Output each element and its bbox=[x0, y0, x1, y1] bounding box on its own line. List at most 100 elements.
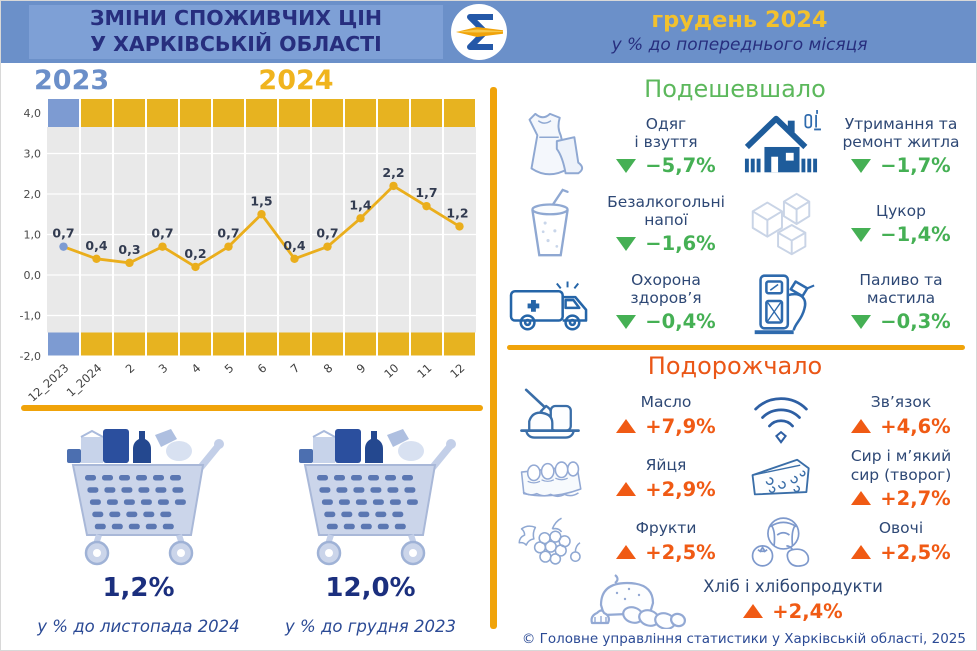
svg-text:0,4: 0,4 bbox=[283, 238, 305, 253]
price-down-triangle-icon bbox=[616, 158, 637, 173]
page-title-line1: ЗМІНИ СПОЖИВЧИХ ЦІН bbox=[89, 6, 382, 31]
svg-text:9: 9 bbox=[354, 361, 369, 376]
svg-text:1,0: 1,0 bbox=[24, 229, 42, 242]
item-value: +4,6% bbox=[851, 414, 951, 438]
price-item: Фрукти +2,5% bbox=[601, 510, 731, 573]
sugar-icon bbox=[731, 185, 831, 263]
cheaper-section-title: Подешевшало bbox=[644, 75, 826, 103]
svg-text:8: 8 bbox=[321, 361, 336, 376]
item-percent: +4,6% bbox=[880, 414, 951, 438]
price-up-triangle-icon bbox=[851, 545, 872, 560]
healthcare-icon bbox=[499, 263, 601, 341]
mom-value: 1,2% bbox=[102, 573, 175, 603]
svg-text:3,0: 3,0 bbox=[24, 148, 42, 161]
price-item: Зв’язок +4,6% bbox=[831, 384, 971, 447]
svg-text:0,7: 0,7 bbox=[316, 226, 338, 241]
price-item: Цукор −1,4% bbox=[831, 185, 971, 263]
grocery-cart-icon bbox=[31, 419, 246, 569]
item-name: Хліб і хлібопродукти bbox=[703, 577, 883, 597]
price-down-triangle-icon bbox=[851, 314, 872, 329]
item-percent: −0,3% bbox=[880, 310, 951, 334]
bread-icon bbox=[587, 571, 687, 629]
item-value: −5,7% bbox=[616, 154, 716, 178]
item-value: +2,7% bbox=[851, 486, 951, 510]
item-percent: −1,4% bbox=[880, 223, 951, 247]
item-percent: +2,9% bbox=[645, 477, 716, 501]
cheaper-items-grid: Одяг і взуття −5,7% Утримання та ремонт житл… bbox=[499, 107, 971, 341]
clothing-icon bbox=[499, 107, 601, 185]
svg-text:11: 11 bbox=[414, 361, 434, 381]
item-value: +2,5% bbox=[616, 540, 716, 564]
item-name: Безалкогольні напої bbox=[607, 192, 725, 229]
price-up-triangle-icon bbox=[616, 419, 637, 434]
yoy-summary-block: 12,0% у % до грудня 2023 bbox=[263, 419, 478, 636]
item-name: Охорона здоров’я bbox=[630, 270, 702, 307]
butter-icon bbox=[499, 384, 601, 447]
page-title-line2: У ХАРКІВСЬКІЙ ОБЛАСТІ bbox=[90, 32, 382, 56]
price-up-triangle-icon bbox=[851, 491, 872, 506]
item-name: Яйця bbox=[645, 456, 687, 475]
grocery-cart-icon bbox=[263, 419, 478, 569]
header-period-block: грудень 2024 у % до попереднього місяця bbox=[516, 7, 963, 55]
item-value: −0,3% bbox=[851, 310, 951, 334]
svg-text:1_2024: 1_2024 bbox=[64, 361, 105, 400]
item-percent: +2,5% bbox=[645, 540, 716, 564]
item-percent: +2,5% bbox=[880, 540, 951, 564]
svg-text:0,7: 0,7 bbox=[52, 226, 74, 241]
beverage-icon bbox=[499, 185, 601, 263]
item-name: Масло bbox=[640, 393, 692, 412]
item-percent: −1,7% bbox=[880, 154, 951, 178]
fruits-icon bbox=[499, 510, 601, 573]
eggs-icon bbox=[499, 447, 601, 510]
price-item: Яйця +2,9% bbox=[601, 447, 731, 510]
item-value: −1,6% bbox=[616, 232, 716, 255]
page-title: ЗМІНИ СПОЖИВЧИХ ЦІН У ХАРКІВСЬКІЙ ОБЛАСТ… bbox=[29, 5, 443, 59]
item-value: −0,4% bbox=[616, 310, 716, 334]
svg-text:0,0: 0,0 bbox=[24, 269, 42, 282]
price-down-triangle-icon bbox=[851, 158, 872, 173]
svg-text:4,0: 4,0 bbox=[24, 107, 42, 120]
price-up-triangle-icon bbox=[851, 419, 872, 434]
price-item: Утримання та ремонт житла −1,7% bbox=[831, 107, 971, 185]
header: ЗМІНИ СПОЖИВЧИХ ЦІН У ХАРКІВСЬКІЙ ОБЛАСТ… bbox=[1, 1, 976, 63]
price-item: Хліб і хлібопродукти +2,4% bbox=[703, 577, 883, 622]
price-up-triangle-icon bbox=[743, 604, 764, 619]
price-item: Масло +7,9% bbox=[601, 384, 731, 447]
item-value: +2,9% bbox=[616, 477, 716, 501]
item-name: Фрукти bbox=[635, 519, 697, 538]
price-item: Сир і м’який сир (творог) +2,7% bbox=[831, 447, 971, 510]
svg-text:2: 2 bbox=[123, 361, 138, 376]
svg-text:0,3: 0,3 bbox=[118, 242, 140, 257]
svg-text:4: 4 bbox=[189, 361, 204, 376]
svg-text:0,7: 0,7 bbox=[217, 226, 239, 241]
chart-bottom-divider bbox=[21, 405, 483, 411]
price-up-triangle-icon bbox=[616, 482, 637, 497]
svg-text:1,7: 1,7 bbox=[415, 185, 437, 200]
yoy-value: 12,0% bbox=[325, 573, 416, 603]
price-up-triangle-icon bbox=[616, 545, 637, 560]
item-percent: +7,9% bbox=[645, 414, 716, 438]
statistics-sigma-logo bbox=[450, 3, 508, 61]
price-down-triangle-icon bbox=[851, 227, 872, 242]
item-percent: −0,4% bbox=[645, 310, 716, 334]
price-down-triangle-icon bbox=[616, 314, 637, 329]
mom-caption: у % до листопада 2024 bbox=[37, 617, 240, 636]
period-label: грудень 2024 bbox=[651, 7, 828, 33]
price-item: Охорона здоров’я −0,4% bbox=[601, 263, 731, 341]
svg-text:5: 5 bbox=[222, 361, 237, 376]
expensive-items-grid: Масло +7,9% Зв’язок +4,6% Яйця +2,9% Сир і м’я… bbox=[499, 384, 971, 573]
communication-icon bbox=[731, 384, 831, 447]
svg-text:1,2: 1,2 bbox=[446, 205, 468, 220]
svg-text:0,2: 0,2 bbox=[184, 246, 206, 261]
item-percent: −5,7% bbox=[645, 154, 716, 178]
item-value: −1,4% bbox=[851, 223, 951, 247]
svg-text:1,4: 1,4 bbox=[349, 197, 371, 212]
item-name: Сир і м’який сир (творог) bbox=[850, 447, 952, 484]
price-item: Паливо та мастила −0,3% bbox=[831, 263, 971, 341]
cheese-icon bbox=[731, 447, 831, 510]
item-percent: +2,7% bbox=[880, 486, 951, 510]
item-value: +2,4% bbox=[743, 600, 843, 623]
price-item: Одяг і взуття −5,7% bbox=[601, 107, 731, 185]
svg-text:1,5: 1,5 bbox=[250, 193, 272, 208]
